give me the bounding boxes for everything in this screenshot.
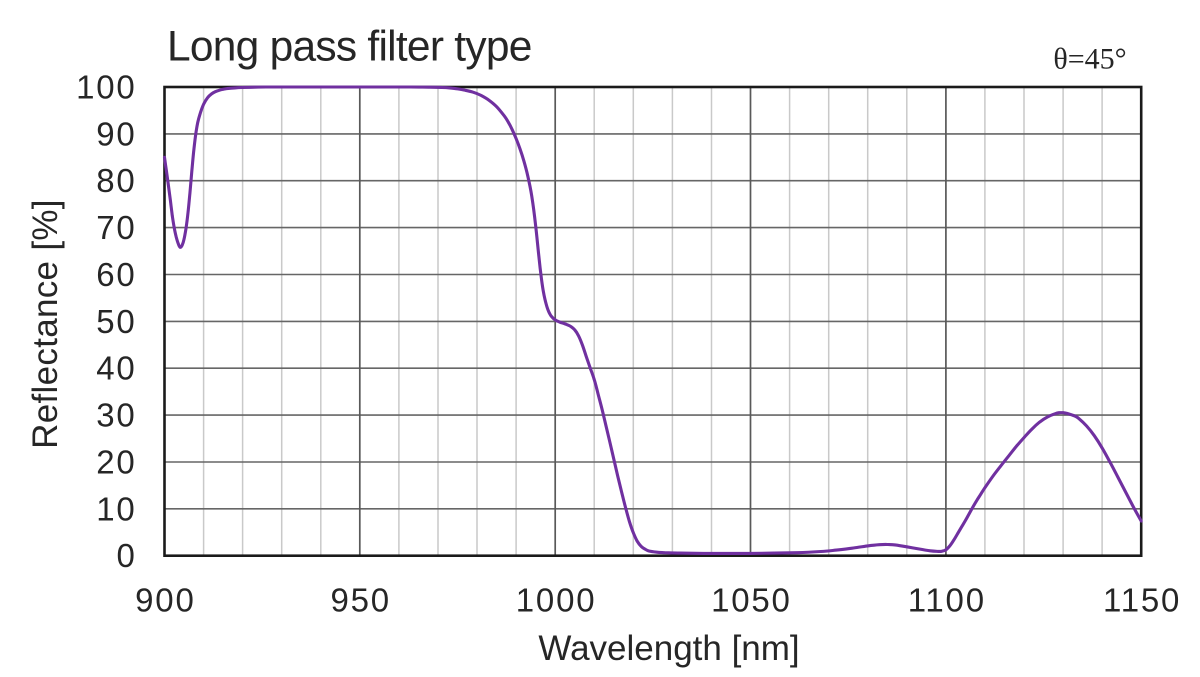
svg-text:1150: 1150 bbox=[1103, 582, 1181, 619]
svg-text:40: 40 bbox=[96, 350, 136, 387]
svg-text:10: 10 bbox=[96, 490, 136, 527]
svg-text:1000: 1000 bbox=[516, 582, 597, 619]
svg-text:Wavelength [nm]: Wavelength [nm] bbox=[538, 629, 799, 668]
svg-text:90: 90 bbox=[96, 115, 136, 152]
svg-text:60: 60 bbox=[96, 256, 136, 293]
svg-text:1050: 1050 bbox=[711, 582, 792, 619]
svg-text:Long pass filter type: Long pass filter type bbox=[167, 24, 532, 71]
svg-text:Reflectance [%]: Reflectance [%] bbox=[26, 199, 65, 449]
svg-text:20: 20 bbox=[96, 444, 136, 481]
svg-text:70: 70 bbox=[96, 209, 136, 246]
svg-text:30: 30 bbox=[96, 397, 136, 434]
svg-text:80: 80 bbox=[96, 162, 136, 199]
svg-text:θ=45°: θ=45° bbox=[1053, 43, 1126, 76]
svg-text:100: 100 bbox=[76, 69, 136, 106]
svg-text:1100: 1100 bbox=[908, 582, 986, 619]
svg-text:50: 50 bbox=[96, 303, 136, 340]
svg-text:900: 900 bbox=[135, 582, 195, 619]
svg-text:950: 950 bbox=[330, 582, 390, 619]
svg-text:0: 0 bbox=[116, 537, 136, 574]
